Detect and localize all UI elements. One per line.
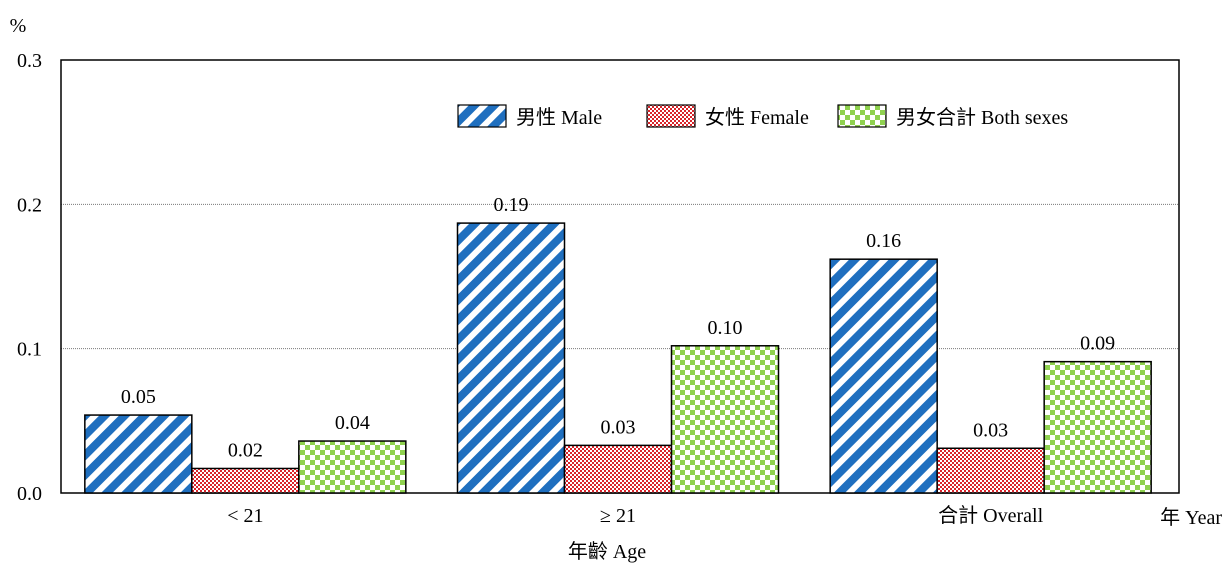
bar bbox=[1043, 360, 1152, 494]
x-axis-title: 年齡 Age bbox=[568, 540, 646, 563]
bar bbox=[563, 444, 673, 494]
bar bbox=[84, 414, 193, 494]
y-tick-label: 0.1 bbox=[17, 339, 42, 361]
legend-swatch bbox=[837, 104, 887, 128]
bar-value-label: 0.03 bbox=[601, 416, 636, 438]
bar-value-label: 0.16 bbox=[866, 230, 901, 252]
bar-value-label: 0.02 bbox=[228, 439, 263, 461]
y-tick-label: 0.2 bbox=[17, 194, 42, 216]
legend-label: 女性 Female bbox=[705, 106, 809, 129]
bar-value-label: 0.05 bbox=[121, 386, 156, 408]
y-unit-label: % bbox=[10, 15, 27, 37]
bar-value-label: 0.03 bbox=[973, 419, 1008, 441]
legend-swatch bbox=[646, 104, 696, 128]
x-corner-label: 年 Year bbox=[1160, 506, 1222, 529]
y-axis-ticks: 0.0 0.1 0.2 0.3 bbox=[17, 50, 42, 505]
x-category-label: ≥ 21 bbox=[600, 505, 636, 527]
bar-value-label: 0.09 bbox=[1080, 333, 1115, 355]
legend-label: 男女合計 Both sexes bbox=[896, 106, 1068, 129]
x-category-label: < 21 bbox=[227, 505, 263, 527]
y-tick-label: 0.3 bbox=[17, 50, 42, 72]
legend-label: 男性 Male bbox=[516, 106, 602, 129]
bar bbox=[829, 258, 938, 494]
bar bbox=[298, 440, 407, 494]
x-category-labels: < 21 ≥ 21 合計 Overall bbox=[227, 504, 1043, 527]
bar-value-label: 0.19 bbox=[494, 194, 529, 216]
x-category-label: 合計 Overall bbox=[938, 504, 1043, 527]
gridlines bbox=[61, 203, 1179, 350]
bar bbox=[670, 345, 780, 494]
bar bbox=[456, 222, 566, 494]
y-tick-label: 0.0 bbox=[17, 483, 42, 505]
bar bbox=[936, 447, 1045, 494]
bar-value-labels: 0.05 0.02 0.04 0.19 0.03 0.10 0.16 0.03 0.09 bbox=[121, 194, 1115, 461]
legend: 男性 Male 女性 Female 男女合計 Both sexes bbox=[457, 104, 1068, 129]
bars bbox=[84, 222, 1152, 494]
bar-value-label: 0.04 bbox=[335, 412, 370, 434]
bar-value-label: 0.10 bbox=[708, 317, 743, 339]
legend-swatch bbox=[457, 104, 507, 128]
bar bbox=[191, 467, 300, 494]
